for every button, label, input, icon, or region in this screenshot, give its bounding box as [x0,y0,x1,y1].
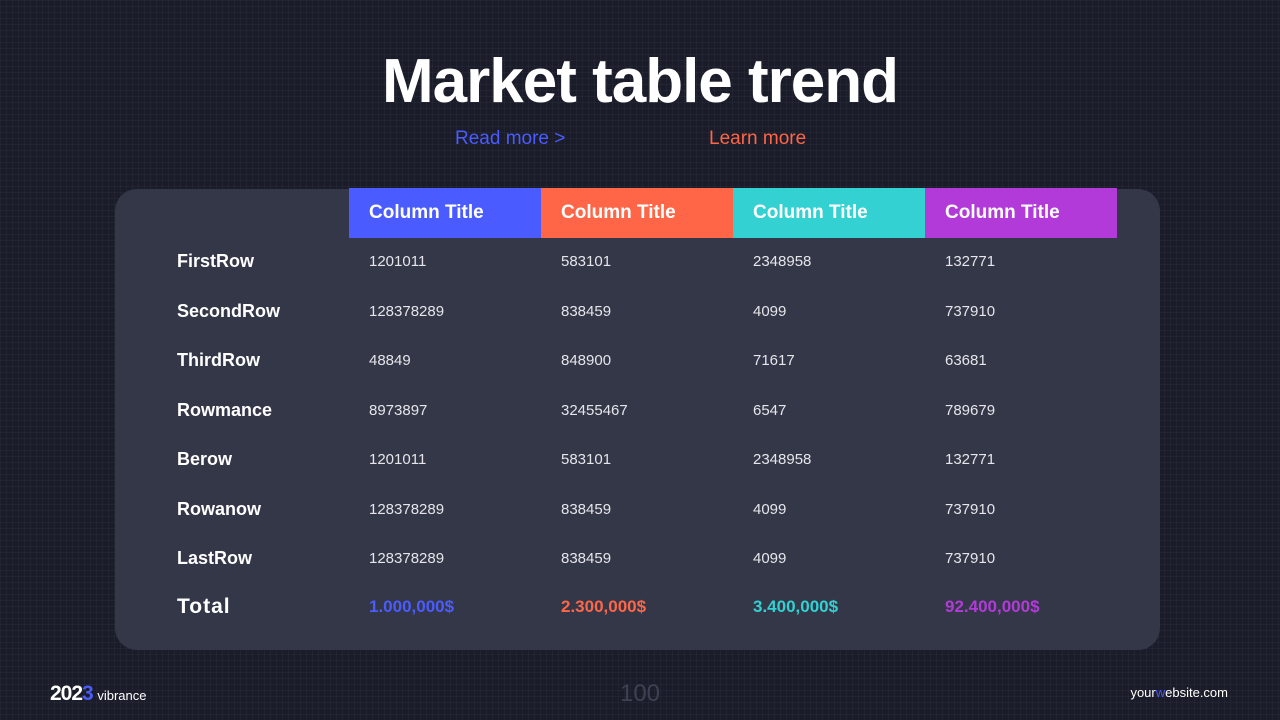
table-cell: 737910 [945,550,996,567]
table-cell: 4099 [753,550,787,567]
website: yourwebsite.com [1130,685,1228,700]
table-cell: 128378289 [369,550,445,567]
table-cell: 838459 [561,500,612,518]
page-title: Market table trend [381,47,899,116]
table-cell: 132771 [945,451,996,468]
table-cell: 32455467 [561,401,628,419]
column-header: Column Title [925,188,1117,238]
total-value: 2.300,000$ [561,597,647,616]
table-cell: 48849 [369,352,411,369]
table-cell: 8973897 [369,401,428,419]
logo: 2023 vibrance [50,682,147,705]
table-cell: 1201011 [369,451,427,468]
column-header: Column Title [733,188,925,238]
table-cell: 4099 [753,500,787,518]
market-table [115,189,1160,650]
row-label: SecondRow [177,300,281,321]
total-value: 3.400,000$ [753,597,839,616]
table-cell: 71617 [753,352,795,369]
table-cell: 2348958 [753,451,812,468]
row-label: ThirdRow [177,350,260,370]
page-number: 100 [619,680,661,707]
table-cell: 737910 [945,500,996,518]
row-label: Rowmance [177,399,273,420]
table-cell: 789679 [945,401,996,419]
table-cell: 6547 [753,401,787,419]
row-label: LastRow [177,548,253,568]
table-cell: 737910 [945,302,996,320]
table-cell: 838459 [561,302,612,320]
table-cell: 63681 [945,352,987,369]
table-cell: 128378289 [369,302,445,320]
learn-more-link[interactable]: Learn more [709,128,807,149]
read-more-link[interactable]: Read more > [455,128,566,149]
row-label: Berow [177,449,233,469]
table-cell: 128378289 [369,500,445,518]
column-header: Column Title [541,188,733,238]
table-cell: 848900 [561,352,612,369]
table-cell: 2348958 [753,253,812,270]
total-label: Total [177,595,231,618]
total-value: 1.000,000$ [369,597,455,616]
column-header: Column Title [349,188,541,238]
row-label: Rowanow [177,498,261,519]
table-cell: 4099 [753,302,787,320]
table-cell: 1201011 [369,253,427,270]
table-cell: 838459 [561,550,612,567]
total-value: 92.400,000$ [945,597,1040,616]
table-cell: 132771 [945,253,996,270]
table-cell: 583101 [561,253,612,270]
row-label: FirstRow [177,251,255,271]
table-cell: 583101 [561,451,612,468]
